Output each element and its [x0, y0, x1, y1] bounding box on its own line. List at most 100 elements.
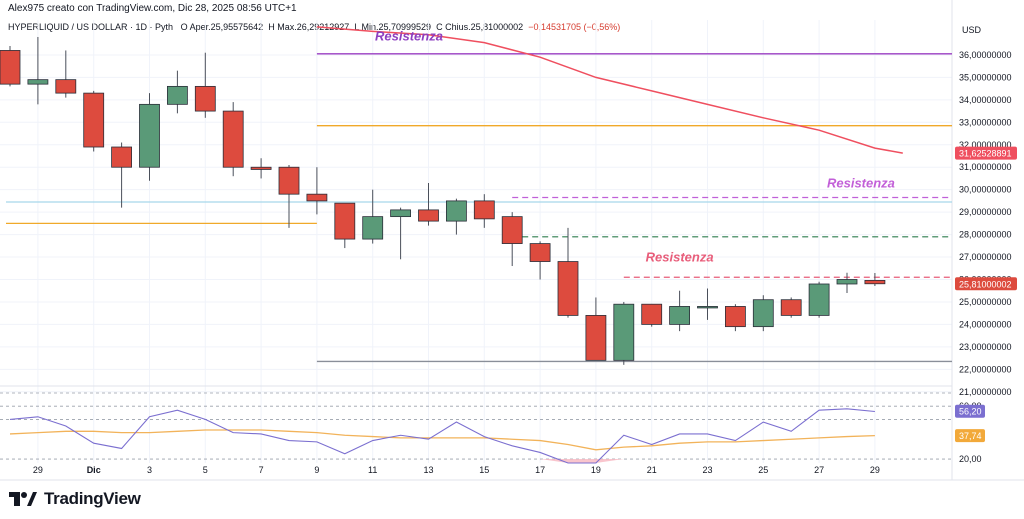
- time-tick-label: 23: [702, 465, 712, 475]
- candle-2: [55, 50, 77, 98]
- candle-31: [864, 272, 886, 287]
- candle-body: [557, 261, 579, 316]
- high-short: H: [268, 22, 275, 32]
- candle-18: [501, 212, 523, 267]
- close-label: Chius.: [445, 22, 471, 32]
- close-short: C: [436, 22, 443, 32]
- candle-28: [780, 297, 802, 318]
- time-tick-label: 19: [591, 465, 601, 475]
- time-tick-label: 3: [147, 465, 152, 475]
- price-tick-label: 21,00000000: [959, 387, 1012, 397]
- candle-29: [808, 281, 830, 318]
- price-tick-label: 35,00000000: [959, 72, 1012, 82]
- low-label: Min.: [361, 22, 379, 32]
- price-tick-label: 27,00000000: [959, 252, 1012, 262]
- time-tick-label: 17: [535, 465, 545, 475]
- candle-8: [222, 102, 244, 177]
- candle-body: [725, 306, 746, 328]
- rsi-badge-bg: [955, 404, 985, 418]
- candle-body: [836, 279, 858, 285]
- rsi-ma-value-badge: 37,74: [959, 431, 982, 441]
- low-value: 25,70999529: [378, 22, 432, 32]
- time-tick-label: 15: [479, 465, 489, 475]
- time-tick-label: 29: [870, 465, 880, 475]
- candle-16: [445, 198, 467, 235]
- candle-19: [529, 241, 551, 280]
- time-tick-label: 5: [203, 465, 208, 475]
- candle-body: [641, 303, 663, 325]
- price-tick-label: 30,00000000: [959, 185, 1012, 195]
- candle-9: [250, 158, 272, 179]
- candle-body: [752, 299, 774, 328]
- price-tick-label: 22,00000000: [959, 364, 1012, 374]
- symbol-name[interactable]: HYPERLIQUID / US DOLLAR · 1D · Pyth: [8, 22, 174, 32]
- candle-body: [473, 200, 495, 220]
- time-tick-label: 29: [33, 465, 43, 475]
- candle-body: [0, 50, 21, 85]
- price-badge-bg: [955, 146, 1017, 160]
- candle-body: [83, 92, 105, 148]
- candle-body: [27, 79, 49, 85]
- candle-body: [585, 315, 607, 361]
- candle-body: [445, 200, 467, 222]
- close-value: 25,81000002: [470, 22, 524, 32]
- candle-7: [194, 52, 216, 118]
- last-price-badge: 25,81000002: [959, 279, 1012, 289]
- candle-body: [334, 202, 356, 240]
- resistance-label-2: Resistenza: [827, 175, 895, 190]
- open-short: O: [180, 22, 188, 32]
- candle-body: [306, 193, 328, 202]
- price-tick-label: 25,00000000: [959, 297, 1012, 307]
- moving-average-value-badge: 31,62528891: [959, 149, 1012, 159]
- candle-body: [613, 303, 635, 361]
- time-tick-label: Dic: [87, 465, 101, 475]
- price-tick-label: 36,00000000: [959, 50, 1012, 60]
- candle-27: [752, 295, 774, 332]
- candle-body: [362, 216, 384, 240]
- candle-body: [864, 279, 886, 285]
- candle-3: [83, 90, 105, 152]
- time-tick-label: 27: [814, 465, 824, 475]
- rsi-value-badge: 56,20: [959, 407, 982, 417]
- candle-4: [111, 142, 132, 208]
- resistance-label-3: Resistenza: [646, 250, 714, 265]
- candle-10: [278, 164, 300, 228]
- candle-23: [641, 303, 663, 327]
- price-tick-label: 28,00000000: [959, 230, 1012, 240]
- candle-12: [334, 202, 356, 249]
- rsi-line: [9, 408, 875, 464]
- price-tick-label: 23,00000000: [959, 342, 1012, 352]
- candle-body: [222, 110, 244, 168]
- candle-1: [27, 36, 49, 105]
- time-tick-label: 7: [259, 465, 264, 475]
- candle-body: [390, 209, 412, 218]
- time-tick-label: 9: [314, 465, 319, 475]
- candle-body: [780, 299, 802, 316]
- moving-average-line: [316, 26, 903, 154]
- candle-body: [669, 306, 690, 325]
- candle-body: [278, 166, 300, 195]
- candle-6: [166, 70, 188, 114]
- price-tick-label: 32,00000000: [959, 140, 1012, 150]
- price-tick-label: 31,00000000: [959, 162, 1012, 172]
- tradingview-logo-icon: [9, 492, 37, 506]
- candle-body: [418, 209, 439, 222]
- candle-0: [0, 45, 21, 87]
- candle-25: [697, 288, 718, 320]
- candle-body: [501, 216, 523, 244]
- candle-body: [697, 306, 718, 309]
- candle-body: [529, 243, 551, 262]
- open-label: Aper.: [189, 22, 211, 32]
- resistance-label-1: Resistenza: [375, 28, 443, 43]
- currency-label: USD: [962, 25, 982, 35]
- time-tick-label: 11: [368, 465, 377, 475]
- candle-5: [139, 93, 160, 181]
- open-value: 25,95575642: [210, 22, 264, 32]
- candle-20: [557, 227, 579, 318]
- time-tick-label: 21: [647, 465, 657, 475]
- candle-13: [362, 189, 384, 244]
- tradingview-logo-text: TradingView: [44, 489, 141, 508]
- candle-body: [139, 103, 160, 168]
- candle-22: [613, 301, 635, 365]
